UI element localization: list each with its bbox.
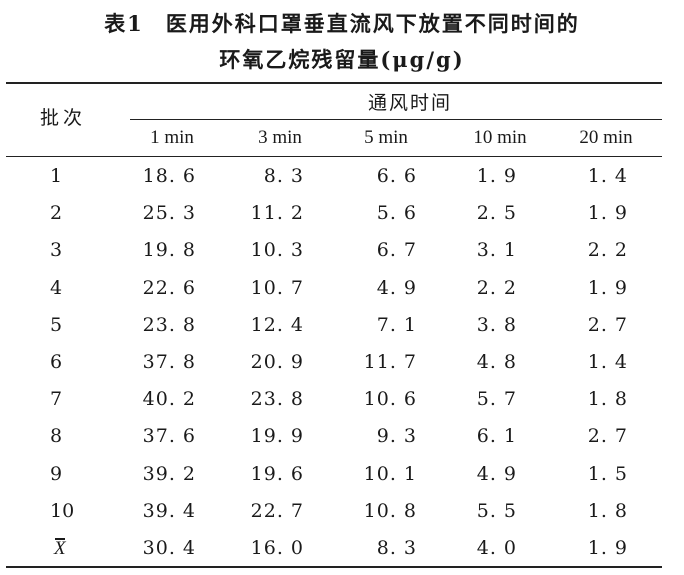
table-label: 表1 [104,11,144,36]
top-rule [6,82,662,84]
table-cell: 1. 9 [587,276,628,299]
table-cell: 18. 6 [142,165,196,187]
table-cell: 12. 4 [250,313,304,336]
table-cell: 19. 8 [142,239,196,262]
table-cell: 4. 8 [476,351,517,373]
table-cell: 8. 3 [376,537,417,559]
batch-number: 3 [50,239,63,262]
group-header-rule [130,119,662,120]
column-header: 3 min [258,127,302,148]
caption-title-line-1: 医用外科口罩垂直流风下放置不同时间的 [165,11,580,36]
table-cell: 7. 1 [376,313,417,336]
mean-label: X [54,536,66,561]
batch-number: 8 [50,425,63,448]
batch-number: 2 [50,202,63,225]
column-header: 5 min [364,127,408,148]
table-cell: 37. 8 [142,351,196,373]
column-header: 1 min [150,127,194,148]
header-bottom-rule [6,156,662,157]
bottom-rule [6,566,662,568]
table-cell: 5. 5 [476,499,517,522]
table-cell: 1. 9 [587,202,628,225]
caption-line-2: 环氧乙烷残留量(μg/g) [219,47,465,72]
table-cell: 4. 9 [476,462,517,485]
table-cell: 6. 6 [376,165,417,187]
table-cell: 40. 2 [142,388,196,411]
table-cell: 10. 3 [250,239,304,262]
table-cell: 19. 6 [250,462,304,485]
column-header: 10 min [473,127,527,148]
table-cell: 10. 8 [363,499,417,522]
table-cell: 2. 7 [587,425,628,448]
table-cell: 10. 7 [250,276,304,299]
table-cell: 37. 6 [142,425,196,448]
table-cell: 10. 1 [363,462,417,485]
batch-number: 9 [50,462,63,485]
batch-number: 10 [50,499,75,522]
table-cell: 1. 9 [587,537,628,559]
table-cell: 6. 1 [476,425,517,448]
table-cell: 1. 8 [587,499,628,522]
table-cell: 2. 7 [587,313,628,336]
group-header: 通风时间 [367,92,452,114]
table-cell: 6. 7 [376,239,417,262]
table-cell: 1. 4 [587,165,628,187]
table-cell: 30. 4 [142,537,196,559]
table-cell: 8. 3 [263,165,304,187]
batch-number: 5 [50,313,63,336]
table-cell: 11. 2 [250,202,304,225]
table-cell: 23. 8 [142,313,196,336]
table-cell: 4. 9 [376,276,417,299]
batch-number: 7 [50,388,63,411]
table-cell: 25. 3 [142,202,196,225]
table-cell: 22. 6 [142,276,196,299]
table-cell: 3. 8 [476,313,517,336]
table-cell: 19. 9 [250,425,304,448]
table-cell: 2. 2 [476,276,517,299]
caption-line-1: 表1 医用外科口罩垂直流风下放置不同时间的 [0,8,684,38]
batch-number: 1 [50,165,63,187]
table-cell: 39. 4 [142,499,196,522]
table-cell: 3. 1 [476,239,517,262]
table-cell: 1. 8 [587,388,628,411]
batch-number: 6 [50,351,63,373]
table-cell: 39. 2 [142,462,196,485]
table-cell: 1. 5 [587,462,628,485]
table-cell: 2. 2 [587,239,628,262]
table-cell: 1. 4 [587,351,628,373]
table-cell: 9. 3 [376,425,417,448]
table-cell: 11. 7 [363,351,417,373]
table-cell: 10. 6 [363,388,417,411]
table-cell: 5. 6 [376,202,417,225]
table-cell: 2. 5 [476,202,517,225]
table-cell: 16. 0 [250,537,304,559]
table-cell: 4. 0 [476,537,517,559]
table-cell: 5. 7 [476,388,517,411]
batch-number: 4 [50,276,63,299]
stub-header: 批次 [40,107,87,129]
mean-symbol: X [54,538,66,559]
column-header: 20 min [579,127,633,148]
table-cell: 22. 7 [250,499,304,522]
table-cell: 23. 8 [250,388,304,411]
table-cell: 20. 9 [250,351,304,373]
table-cell: 1. 9 [476,165,517,187]
